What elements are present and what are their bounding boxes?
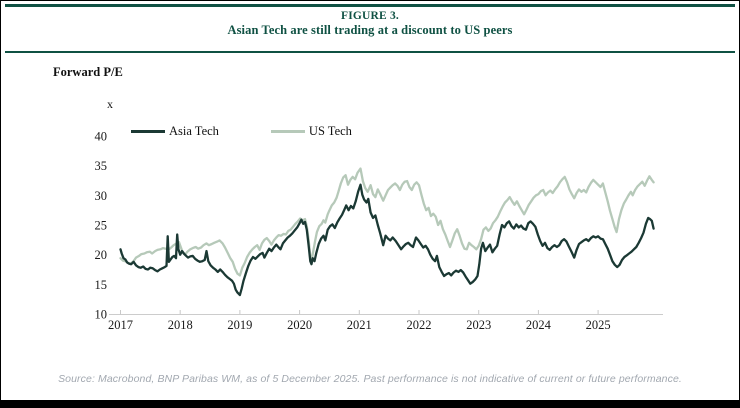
asia-tech-line-swatch bbox=[131, 130, 165, 133]
figure-number: FIGURE 3. bbox=[340, 10, 400, 22]
y-tick-label: 30 bbox=[95, 189, 108, 203]
x-tick-label: 2025 bbox=[586, 318, 611, 332]
y-tick-label: 25 bbox=[95, 218, 108, 232]
figure-header: FIGURE 3. Asian Tech are still trading a… bbox=[1, 10, 739, 38]
source-note: Source: Macrobond, BNP Paribas WM, as of… bbox=[58, 373, 682, 385]
x-tick-label: 2017 bbox=[108, 318, 133, 332]
y-tick-label: 15 bbox=[95, 278, 108, 292]
legend-label-asia-tech: Asia Tech bbox=[169, 124, 219, 138]
y-axis-unit-label: x bbox=[107, 97, 113, 111]
x-tick-label: 2018 bbox=[168, 318, 193, 332]
x-tick-label: 2021 bbox=[347, 318, 372, 332]
x-tick-label: 2023 bbox=[466, 318, 491, 332]
series-line-us-tech bbox=[119, 167, 655, 277]
x-tick-label: 2024 bbox=[526, 318, 552, 332]
x-tick-label: 2019 bbox=[227, 318, 252, 332]
legend-item-us-tech: US Tech bbox=[270, 124, 352, 139]
top-rule bbox=[5, 4, 735, 7]
legend-item-asia-tech: Asia Tech bbox=[131, 124, 219, 139]
header-divider-rule bbox=[5, 51, 735, 53]
y-axis-title: Forward P/E bbox=[53, 65, 123, 79]
y-tick-label: 20 bbox=[95, 248, 108, 262]
x-tick-label: 2022 bbox=[407, 318, 432, 332]
bottom-black-bar bbox=[1, 400, 739, 407]
y-tick-label: 10 bbox=[95, 308, 108, 322]
us-tech-line-swatch bbox=[270, 130, 305, 133]
figure-title: Asian Tech are still trading at a discou… bbox=[227, 23, 513, 38]
legend-label-us-tech: US Tech bbox=[308, 124, 352, 138]
x-tick-label: 2020 bbox=[287, 318, 312, 332]
plot-svg: 2017 2018 2019 2020 2021 2022 2023 2024 20254035… bbox=[95, 129, 663, 332]
y-tick-label: 40 bbox=[95, 129, 108, 143]
chart-legend: Asia Tech US Tech bbox=[131, 124, 352, 139]
y-tick-label: 35 bbox=[95, 159, 108, 173]
series-line-asia-tech bbox=[119, 183, 655, 297]
